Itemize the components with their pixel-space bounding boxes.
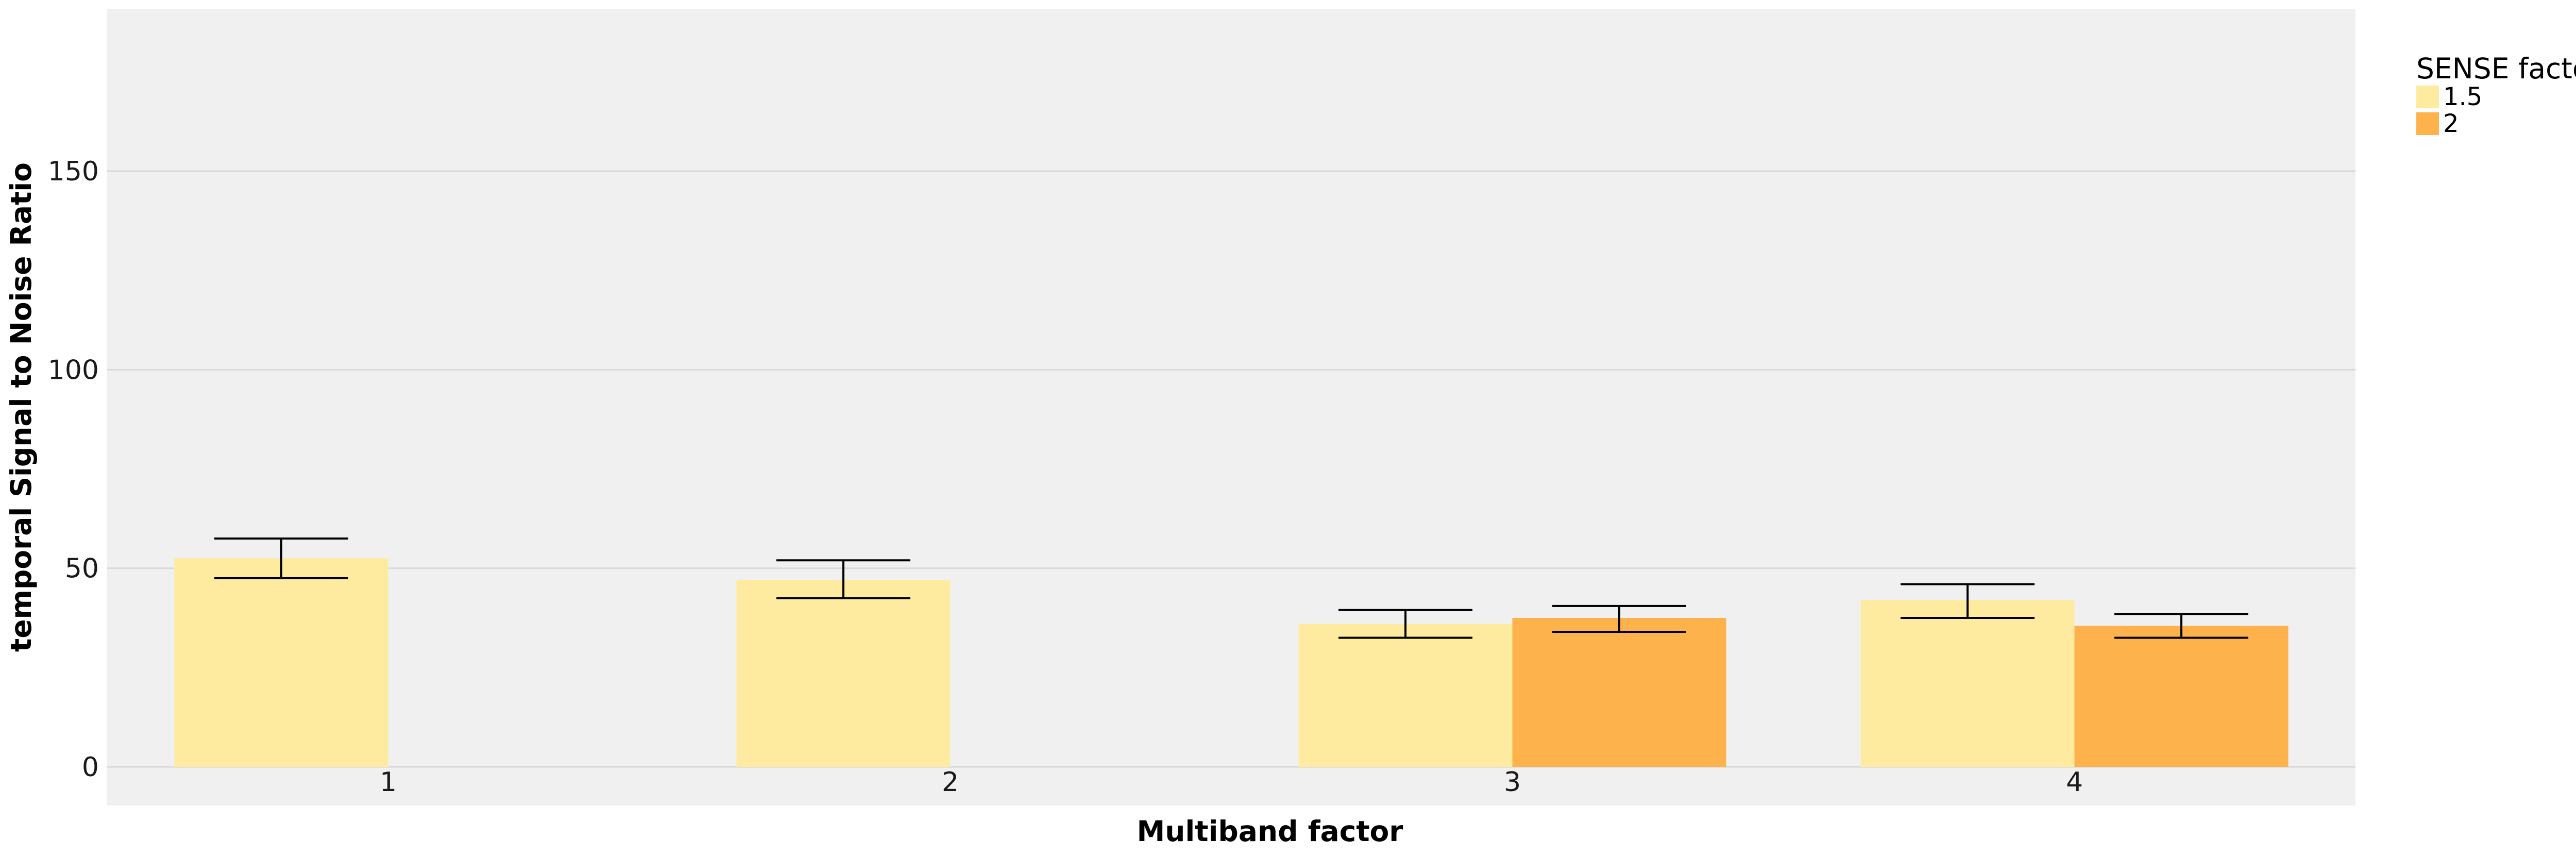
- x-tick-labels: 1 2 3 4: [380, 767, 2083, 798]
- error-bar: [1552, 605, 1686, 633]
- error-bar: [2114, 613, 2248, 639]
- error-bar: [776, 559, 910, 599]
- x-tick-label: 4: [2066, 767, 2083, 798]
- bar-2-3: [1512, 618, 1726, 767]
- x-tick-label: 2: [942, 767, 959, 798]
- error-bar: [1901, 583, 2035, 619]
- legend-title: SENSE factor: [2416, 52, 2576, 85]
- y-tick-labels: 0 50 100 150: [48, 156, 99, 783]
- legend-entry-label: 1.5: [2443, 82, 2482, 111]
- x-tick-label: 3: [1504, 767, 1521, 798]
- y-tick-label: 0: [82, 752, 99, 783]
- legend-swatch-1.5: [2416, 86, 2439, 108]
- y-tick-label: 100: [48, 355, 99, 385]
- y-tick-label: 150: [48, 156, 99, 187]
- legend-swatch-2: [2416, 112, 2439, 135]
- bar-1.5-1: [174, 558, 388, 767]
- bar-1.5-3: [1298, 624, 1513, 767]
- bar-1.5-4: [1860, 600, 2075, 767]
- y-tick-label: 50: [65, 554, 99, 584]
- error-bars: [214, 537, 2248, 639]
- bar-2-4: [2074, 626, 2289, 767]
- bars: [174, 558, 2289, 767]
- x-tick-label: 1: [380, 767, 397, 798]
- error-bar: [214, 537, 348, 579]
- legend-entry-label: 2: [2443, 109, 2459, 138]
- bar-1.5-2: [736, 580, 951, 767]
- y-axis-title: temporal Signal to Noise Ratio: [5, 162, 38, 652]
- x-axis-title: Multiband factor: [1137, 815, 1403, 848]
- error-bar: [1338, 609, 1472, 639]
- legend: SENSE factor 1.52: [2416, 52, 2576, 138]
